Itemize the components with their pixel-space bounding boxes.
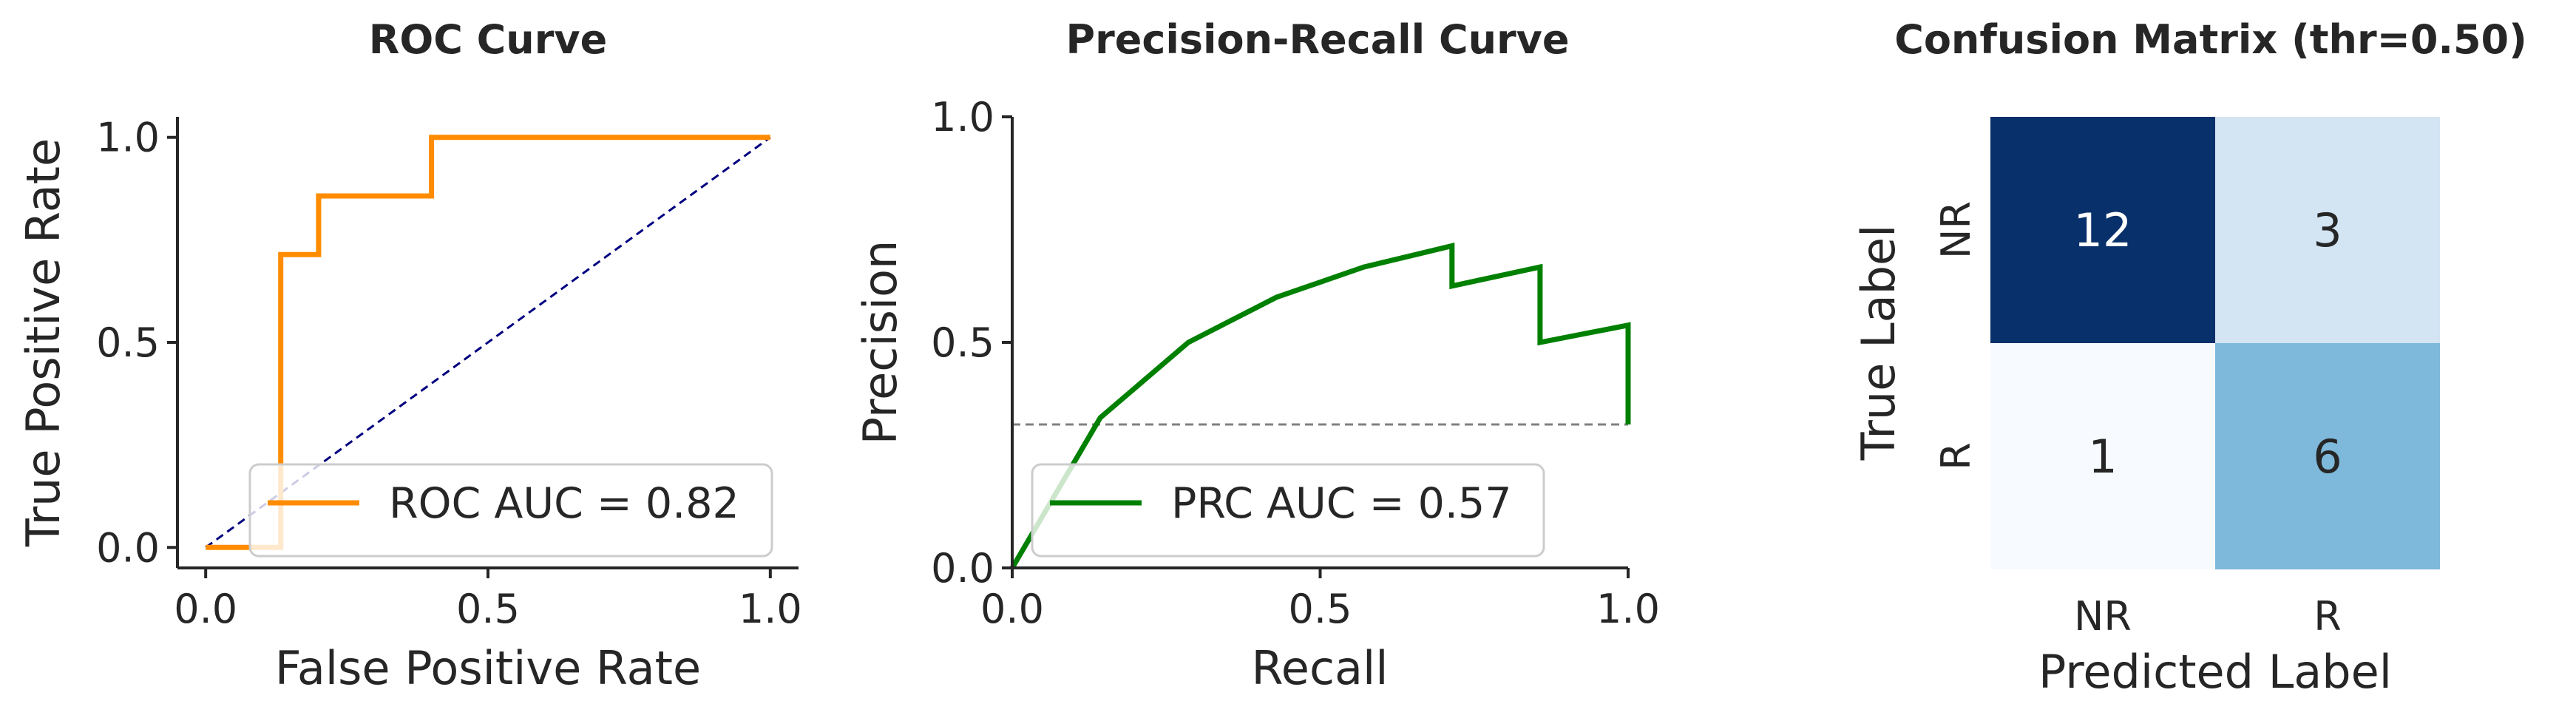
roc-panel: ROC Curve 0.0 0.5 1.0 0.0 0.5 1.0 False Posi…	[16, 16, 802, 695]
pr-legend-label: PRC AUC = 0.57	[1171, 479, 1511, 528]
roc-y-tick-label: 1.0	[96, 115, 160, 161]
cm-cell	[1990, 343, 2215, 569]
roc-legend-box	[248, 463, 773, 558]
roc-y-tick-label: 0.5	[96, 319, 160, 366]
roc-legend: ROC AUC = 0.82	[248, 463, 773, 558]
roc-x-ticks: 0.0 0.5 1.0	[174, 568, 802, 632]
cm-cell-value: 3	[2313, 203, 2342, 257]
cm-x-tick-label: NR	[2074, 593, 2132, 640]
cm-cell-value: 12	[2074, 203, 2132, 257]
cm-x-tick-label: R	[2314, 593, 2342, 640]
roc-title: ROC Curve	[369, 16, 607, 63]
roc-x-label: False Positive Rate	[275, 641, 701, 695]
roc-x-tick-label: 0.5	[456, 586, 520, 632]
cm-heatmap: 12 3 1 6	[1990, 117, 2440, 569]
cm-y-tick-label: R	[1933, 442, 1979, 470]
cm-cell	[2215, 117, 2440, 343]
cm-title: Confusion Matrix (thr=0.50)	[1894, 16, 2527, 63]
pr-panel: Precision-Recall Curve 0.0 0.5 1.0 0.0 0.5 1…	[853, 16, 1660, 695]
roc-reference-line	[205, 136, 771, 549]
roc-y-label: True Positive Rate	[16, 138, 70, 547]
pr-title: Precision-Recall Curve	[1066, 16, 1570, 63]
roc-x-tick-label: 0.0	[174, 586, 237, 632]
cm-x-label: Predicted Label	[2038, 645, 2392, 699]
cm-y-label: True Label	[1851, 225, 1905, 461]
cm-x-ticks: NR R	[2074, 593, 2342, 640]
pr-x-ticks: 0.0 0.5 1.0	[980, 568, 1660, 632]
cm-cell	[2215, 343, 2440, 569]
pr-series-line-0	[1009, 243, 1631, 569]
pr-y-tick-label: 0.5	[931, 319, 994, 366]
pr-y-tick-label: 1.0	[931, 94, 994, 141]
pr-x-tick-label: 0.0	[980, 586, 1044, 632]
pr-x-tick-label: 0.5	[1289, 586, 1352, 632]
pr-legend: PRC AUC = 0.57	[1031, 463, 1545, 558]
pr-y-tick-label: 0.0	[931, 545, 994, 592]
cm-cell	[1990, 117, 2215, 343]
cm-y-ticks: NR R	[1933, 201, 1979, 470]
pr-x-tick-label: 1.0	[1596, 586, 1660, 632]
roc-y-ticks: 0.0 0.5 1.0	[96, 115, 177, 571]
pr-plot-area	[1009, 243, 1631, 569]
roc-legend-label: ROC AUC = 0.82	[389, 479, 739, 528]
pr-x-label: Recall	[1252, 641, 1389, 695]
cm-cell-value: 6	[2313, 430, 2342, 484]
cm-y-tick-label: NR	[1933, 201, 1979, 259]
roc-y-tick-label: 0.0	[96, 524, 160, 571]
cm-cell-value: 1	[2088, 430, 2117, 484]
cm-panel: Confusion Matrix (thr=0.50) 12 3 1 6 NR R NR…	[1851, 16, 2527, 699]
pr-y-ticks: 0.0 0.5 1.0	[931, 94, 1012, 592]
roc-x-tick-label: 1.0	[739, 586, 802, 632]
pr-y-label: Precision	[853, 240, 907, 445]
pr-legend-box	[1031, 463, 1545, 558]
